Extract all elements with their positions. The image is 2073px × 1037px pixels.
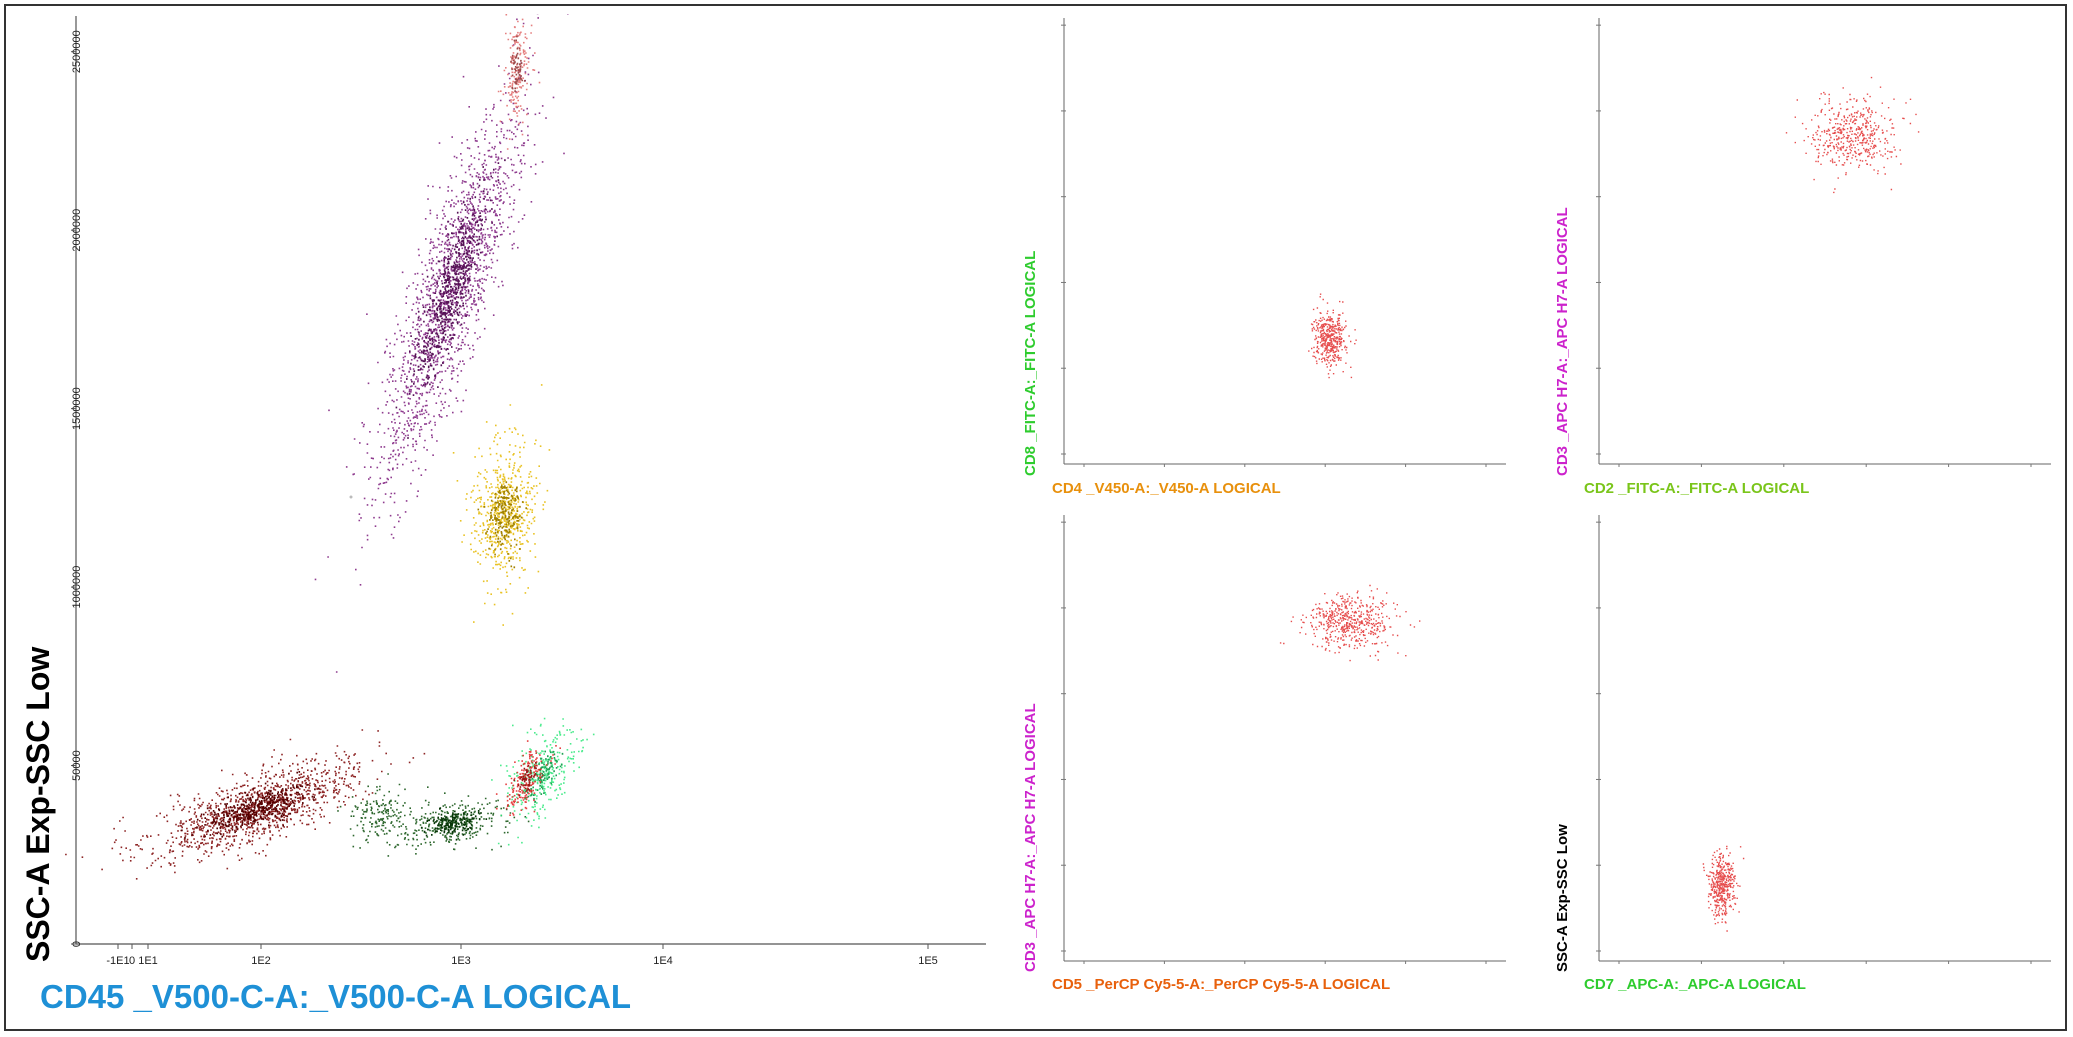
cd3-vs-cd2-scatter	[1596, 18, 2051, 467]
cd8-vs-cd4-panel	[1046, 14, 1516, 484]
cd2-x-axis-label: CD2 _FITC-A:_FITC-A LOGICAL	[1584, 480, 1809, 497]
main-x-tick-label: 1E1	[138, 955, 158, 967]
axis-label-part: _APC H7-A:_APC H7-A LOGICAL	[1554, 207, 1571, 446]
cd7-x-axis-label: CD7 _APC-A:_APC-A LOGICAL	[1584, 976, 1806, 993]
main-y-tick-label: 2000000	[71, 209, 83, 252]
ssc-vs-cd7-panel	[1581, 511, 2061, 981]
axis-label-part: CD4	[1052, 480, 1083, 497]
axis-label-part: _FITC-A:_FITC-A LOGICAL	[1022, 250, 1039, 446]
main-y-tick-label: 1000000	[71, 566, 83, 609]
axis-label-part: CD8	[1022, 445, 1039, 476]
main-x-tick-label: 1E3	[451, 955, 471, 967]
ssc-y-axis-label-small: SSC-A Exp-SSC Low	[1554, 824, 1571, 972]
axis-label-part: _APC-A:_APC-A LOGICAL	[1614, 976, 1806, 993]
small-events	[1308, 293, 1357, 379]
main-x-tick-label: 0	[129, 955, 135, 967]
cd3-y-axis-label-top: CD3 _APC H7-A:_APC H7-A LOGICAL	[1554, 207, 1571, 476]
small-events	[1702, 845, 1745, 932]
population-events	[65, 729, 426, 880]
cd3-vs-cd2-panel	[1581, 14, 2061, 484]
small-events	[1279, 584, 1421, 662]
main-y-tick-label: 0	[71, 941, 83, 947]
main-x-axis-label: CD45 _V500-C-A:_V500-C-A LOGICAL	[40, 978, 632, 1015]
main-y-tick-label: 1500000	[71, 387, 83, 430]
axis-label-part: _V450-A:_V450-A LOGICAL	[1082, 480, 1281, 497]
main-x-tick-label: -1E1	[106, 955, 129, 967]
population-core-events	[181, 771, 320, 839]
population-core-events	[420, 807, 488, 841]
cd5-x-axis-label: CD5 _PerCP Cy5-5-A:_PerCP Cy5-5-A LOGICA…	[1052, 976, 1390, 993]
main-y-tick-label: 2500000	[71, 30, 83, 73]
population-core-events	[477, 481, 527, 569]
axis-label-part: CD3	[1554, 445, 1571, 476]
main-y-tick-label: 50000	[71, 750, 83, 781]
population-events	[452, 384, 551, 626]
cd8-y-axis-label: CD8 _FITC-A:_FITC-A LOGICAL	[1022, 251, 1039, 476]
ssc-vs-cd7-scatter	[1596, 515, 2051, 964]
main-x-tick-label: 1E2	[251, 955, 271, 967]
main-y-axis-label: SSC-A Exp-SSC Low	[20, 646, 56, 962]
population-core-events	[513, 761, 537, 797]
main-x-tick-label: 1E4	[653, 955, 673, 967]
axis-label-part: _PerCP Cy5-5-A:_PerCP Cy5-5-A LOGICAL	[1082, 976, 1391, 993]
population-events	[497, 14, 541, 150]
axis-label-part: _APC H7-A:_APC H7-A LOGICAL	[1022, 703, 1039, 942]
stray-event	[349, 495, 353, 499]
main-x-tick-label: 1E5	[918, 955, 938, 967]
cd3-vs-cd5-scatter	[1061, 515, 1506, 964]
axis-label-part: _FITC-A:_FITC-A LOGICAL	[1614, 480, 1810, 497]
axis-label-part: CD7	[1584, 976, 1615, 993]
population-core-events	[510, 35, 526, 93]
main-events-layer	[65, 14, 595, 880]
cd4-x-axis-label: CD4 _V450-A:_V450-A LOGICAL	[1052, 480, 1281, 497]
population-core-events	[522, 750, 564, 803]
axis-label-part: SSC-A Exp-SSC Low	[1554, 824, 1571, 972]
population-core-events	[395, 159, 506, 439]
figure-frame: 0 50000 1000000 1500000 2000000 2500000 -1E1 0 1…	[4, 4, 2067, 1031]
axis-label-part: CD5	[1052, 976, 1083, 993]
small-events	[1785, 76, 1920, 194]
cd8-vs-cd4-scatter	[1061, 18, 1506, 467]
axis-label-part: CD2	[1584, 480, 1615, 497]
cd3-y-axis-label-bottom: CD3 _APC H7-A:_APC H7-A LOGICAL	[1022, 703, 1039, 972]
cd3-vs-cd5-panel	[1046, 511, 1516, 981]
main-scatter-panel: 0 50000 1000000 1500000 2000000 2500000 -1E1 0 1…	[56, 14, 1001, 974]
axis-label-part: CD3	[1022, 941, 1039, 972]
population-events	[491, 717, 595, 846]
